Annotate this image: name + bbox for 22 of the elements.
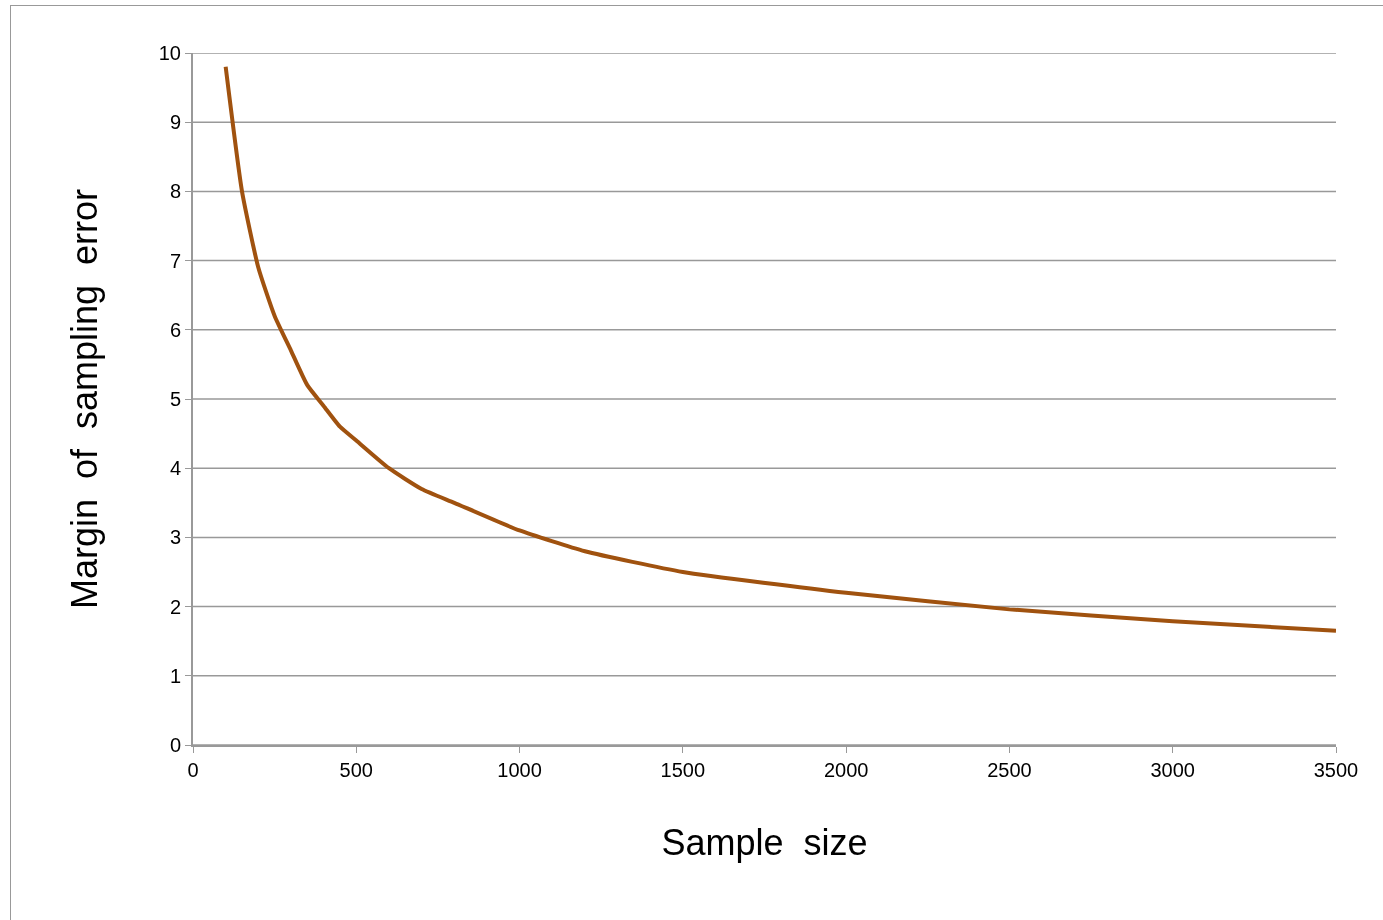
line-series	[223, 64, 1336, 633]
y-tick-label: 0	[169, 734, 181, 756]
y-tick-label: 7	[169, 249, 181, 272]
x-tick-label: 3500	[1313, 759, 1359, 781]
y-tick-label: 9	[169, 111, 181, 134]
y-tick-label: 10	[158, 42, 181, 64]
x-tick-label: 0	[187, 759, 199, 781]
x-tick-label: 1500	[660, 759, 706, 781]
y-tick-label: 3	[169, 526, 181, 549]
y-tick-label: 4	[169, 457, 181, 480]
x-tick-label: 2500	[987, 759, 1032, 781]
y-axis-title: Margin of sampling error	[64, 188, 106, 610]
y-tick-label: 6	[169, 318, 181, 341]
y-tick-label: 5	[169, 388, 181, 410]
x-tick-label: 1000	[497, 759, 542, 781]
x-tick-label: 2000	[823, 759, 869, 781]
y-tick-label: 1	[169, 664, 181, 687]
y-tick-label: 2	[169, 595, 181, 618]
x-tick-label: 500	[339, 759, 373, 781]
x-axis-title: Sample size	[661, 822, 868, 864]
y-tick-label: 8	[169, 180, 181, 203]
x-tick-label: 3000	[1150, 759, 1195, 781]
